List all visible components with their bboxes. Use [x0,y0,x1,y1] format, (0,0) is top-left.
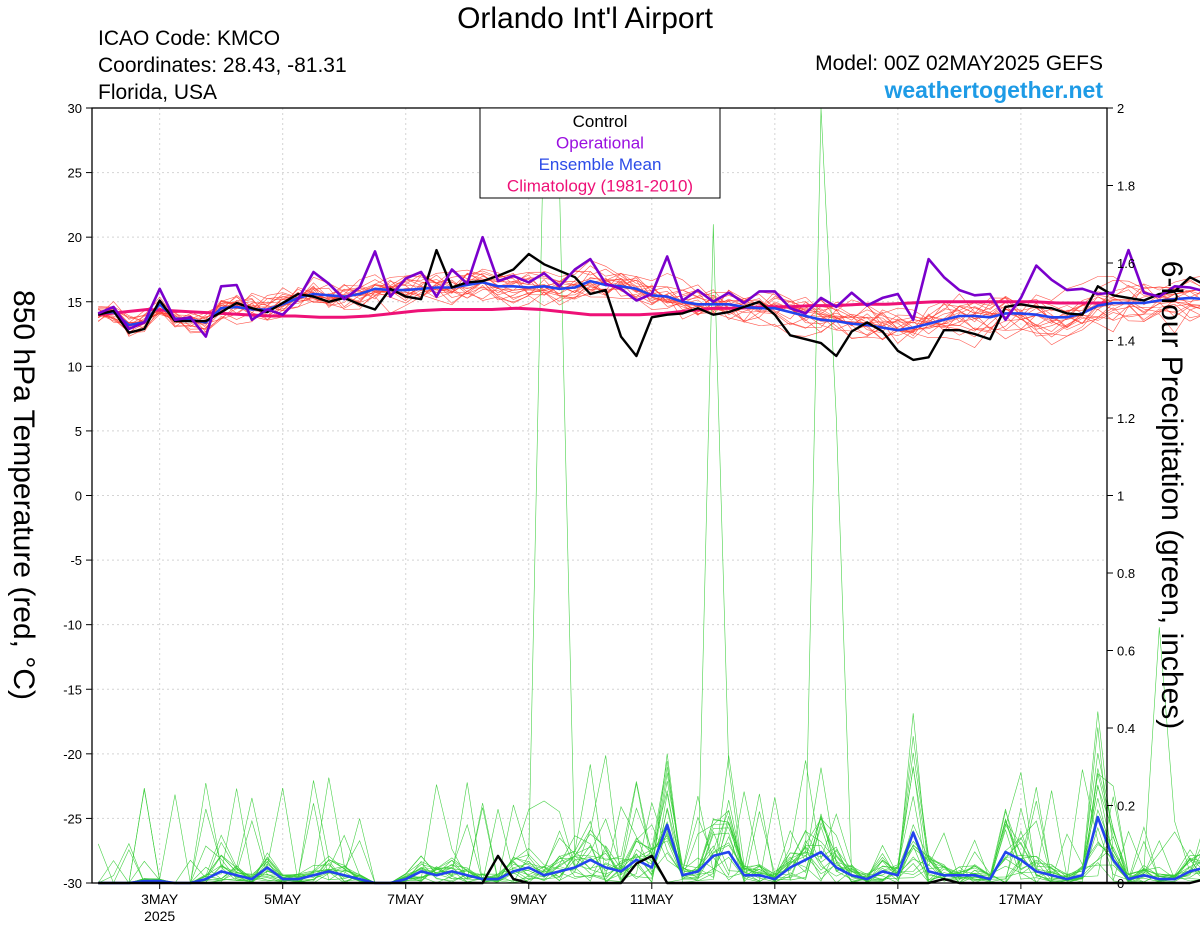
y-tick-label: -30 [63,876,82,891]
y2-tick-label: 1.2 [1117,411,1135,426]
axes: 302520151050-5-10-15-20-25-3021.81.61.41… [63,101,1135,924]
y2-tick-label: 1.8 [1117,179,1135,194]
temperature-member-line [98,273,1200,340]
page-title: Orlando Int'l Airport [457,2,713,35]
icao-code: ICAO Code: KMCO [98,27,281,50]
y-axis-label: 850 hPa Temperature (red, °C) [7,290,40,700]
y-tick-label: -5 [70,553,82,568]
x-tick-label: 7MAY [387,891,425,907]
y-tick-label: 20 [68,230,82,245]
y-tick-label: 15 [68,295,82,310]
y-tick-label: -25 [63,811,82,826]
y2-tick-label: 0.4 [1117,721,1135,736]
temperature-member-line [98,278,1200,337]
y-tick-label: -20 [63,747,82,762]
y-tick-label: -10 [63,618,82,633]
y-tick-label: 10 [68,359,82,374]
mean-temperature-line [98,279,1200,332]
mean-precipitation-line [98,815,1200,885]
operational-temperature-line [97,235,1200,338]
x-tick-label: 5MAY [264,891,302,907]
y2-tick-label: 0.8 [1117,566,1135,581]
y2-tick-label: 1.4 [1117,334,1135,349]
legend-entry: Operational [556,134,644,153]
y2-tick-label: 1 [1117,489,1124,504]
region: Florida, USA [98,81,218,104]
control-temperature-line [97,248,1200,362]
legend-entry: Control [573,112,628,131]
y-tick-label: 5 [75,424,82,439]
y-tick-label: 30 [68,101,82,116]
coordinates: Coordinates: 28.43, -81.31 [98,54,347,77]
precipitation-member-line [98,760,1200,884]
x-tick-sublabel: 2025 [144,908,175,924]
legend: Control Operational Ensemble Mean Climatolo… [479,107,721,199]
legend-entry: Climatology (1981-2010) [507,177,693,196]
precipitation-member-line [98,753,1200,884]
precipitation-member-line [97,766,1200,884]
x-tick-label: 15MAY [875,891,921,907]
y2-tick-label: 2 [1117,101,1124,116]
grid-lines [92,108,1107,883]
temperature-member-line [98,272,1200,336]
precipitation-member-line [97,713,1200,884]
y2-tick-label: 0.6 [1117,644,1135,659]
temperature-member-line [98,270,1200,332]
x-tick-label: 11MAY [630,891,674,907]
y2-tick-label: 1.6 [1117,256,1135,271]
x-tick-label: 17MAY [998,891,1044,907]
y-tick-label: -15 [63,682,82,697]
y-tick-label: 0 [75,489,82,504]
precipitation-member-line [98,767,1200,884]
y2-axis-label: 6-hour Precipitation (green, inches) [1155,261,1188,730]
x-tick-label: 9MAY [510,891,548,907]
climatology-temperature-line [98,300,1107,319]
site-link[interactable]: weathertogether.net [884,77,1103,103]
legend-entry: Ensemble Mean [539,155,662,174]
temperature-member-line [98,269,1200,337]
precipitation-member-line [98,224,1200,884]
y2-tick-label: 0.2 [1117,799,1135,814]
legend-box [479,107,721,199]
precipitation-member-line [98,816,1200,884]
x-tick-label: 3MAY [141,891,179,907]
y-tick-label: 25 [68,166,82,181]
y2-tick-label: 0 [1117,876,1124,891]
precipitation-member-line [98,727,1200,884]
plot-frame [91,107,1108,884]
x-tick-label: 13MAY [752,891,798,907]
model-run: Model: 00Z 02MAY2025 GEFS [815,52,1103,75]
